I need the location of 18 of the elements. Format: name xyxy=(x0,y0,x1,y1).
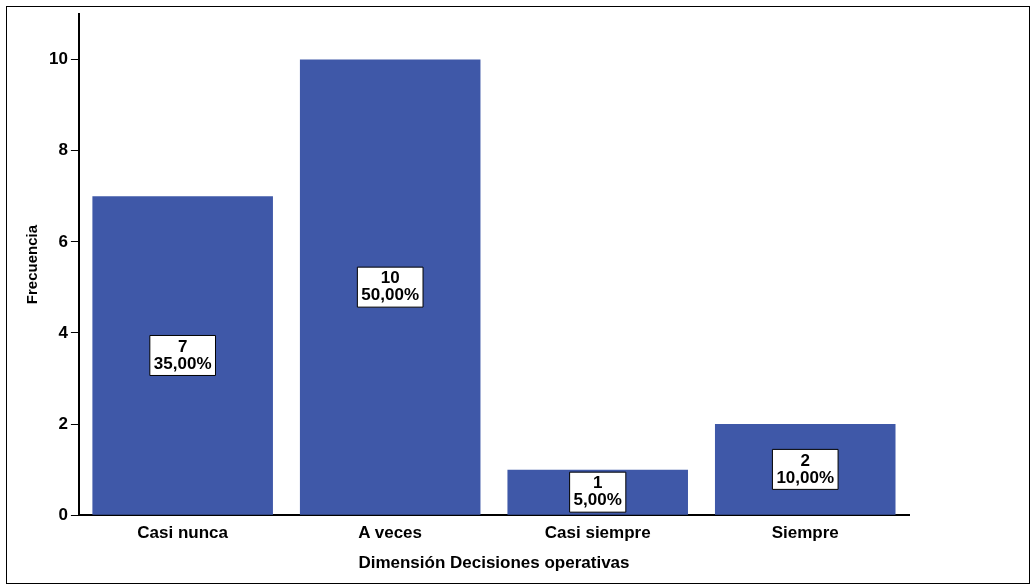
x-tick-label: Casi nunca xyxy=(137,523,229,543)
data-label: 7 35,00% xyxy=(153,336,212,373)
y-tick-label: 4 xyxy=(58,322,69,342)
y-tick-label: 6 xyxy=(58,231,68,251)
bar xyxy=(92,196,273,515)
x-tick-label: Siempre xyxy=(771,523,839,543)
y-axis-title: Frecuencia xyxy=(23,224,41,305)
data-label: 10 50,00% xyxy=(361,268,420,305)
x-tick-label: Casi siempre xyxy=(544,523,651,543)
bar xyxy=(299,59,481,515)
y-tick-label: 2 xyxy=(58,413,68,433)
data-label: 2 10,00% xyxy=(776,450,835,487)
y-tick-label: 0 xyxy=(58,504,68,524)
x-tick-label: A veces xyxy=(358,523,423,543)
y-tick-label: 8 xyxy=(58,140,68,160)
data-label: 1 5,00% xyxy=(573,473,622,510)
x-axis-title: Dimensión Decisiones operativas xyxy=(358,553,630,573)
y-tick-label: 10 xyxy=(48,49,68,69)
